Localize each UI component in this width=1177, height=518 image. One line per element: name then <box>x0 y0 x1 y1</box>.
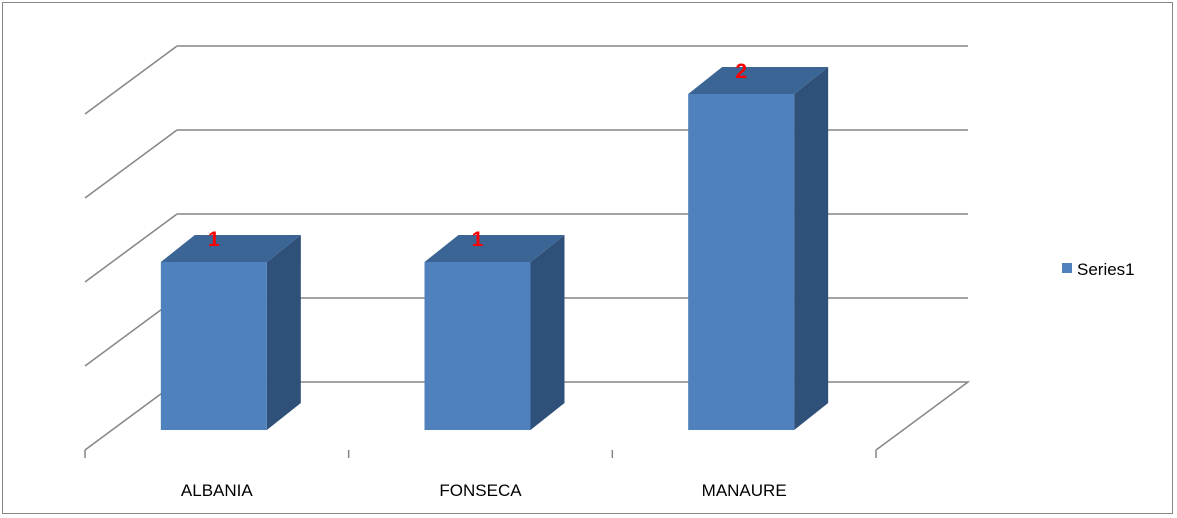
chart-floor <box>84 381 971 451</box>
bar-front <box>160 262 267 430</box>
bar-manaure <box>688 67 829 430</box>
data-labels: 1 1 2 <box>208 60 747 251</box>
bar-side <box>266 235 301 430</box>
legend-swatch-series1 <box>1062 263 1072 273</box>
x-tick-label: MANAURE <box>702 481 787 500</box>
gridline-side <box>84 45 178 115</box>
bar-side <box>794 67 829 430</box>
x-tick-label: FONSECA <box>439 481 522 500</box>
gridline-side <box>84 213 178 283</box>
data-label: 2 <box>735 60 747 83</box>
bar-top <box>424 235 565 262</box>
bars <box>160 67 829 430</box>
x-axis: ALBANIA FONSECA MANAURE <box>84 450 877 500</box>
data-label: 1 <box>208 228 220 251</box>
bar-fonseca <box>424 235 565 430</box>
gridline-side <box>84 129 178 199</box>
legend-label-series1: Series1 <box>1077 260 1135 279</box>
bar-top <box>688 67 829 94</box>
x-tick-label: ALBANIA <box>181 481 253 500</box>
bar-front <box>688 94 795 430</box>
floor-outline <box>84 381 971 451</box>
bar-albania <box>160 235 301 430</box>
legend: Series1 <box>1062 260 1135 279</box>
data-label: 1 <box>472 228 484 251</box>
bar-front <box>424 262 531 430</box>
bar-top <box>160 235 301 262</box>
bar-side <box>530 235 565 430</box>
